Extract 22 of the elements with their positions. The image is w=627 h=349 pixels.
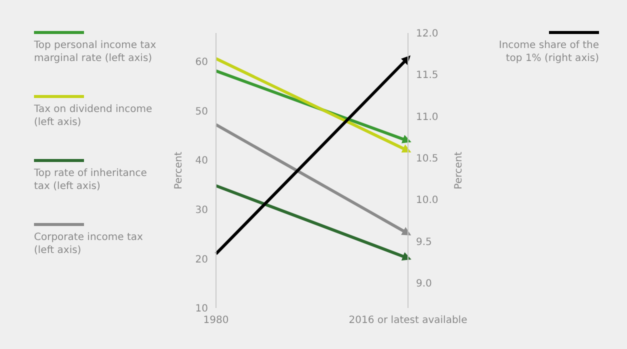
legend-label: Corporate income tax (left axis) (34, 231, 144, 257)
legend-label: Top rate of inheritance tax (left axis) (34, 167, 148, 193)
y2-tick-label: 9.5 (416, 236, 432, 248)
y-tick-label: 50 (195, 106, 208, 118)
y2-tick-label: 11.5 (416, 70, 438, 82)
y-tick-label: 40 (195, 156, 208, 167)
y-tick-label: 10 (195, 304, 208, 315)
y-tick-label: 60 (195, 57, 208, 68)
x-tick-label: 2016 or latest available (348, 315, 468, 326)
y2-tick-label: 11.0 (416, 112, 438, 123)
y2-axis-title: Percent (454, 152, 465, 190)
y2-tick-label: 10.0 (416, 195, 438, 206)
y-axis-title: Percent (174, 152, 185, 190)
y2-tick-label: 10.5 (416, 154, 438, 165)
legend-label: Top personal income tax marginal rate (left axis) (34, 39, 158, 65)
y-tick-label: 30 (195, 204, 208, 216)
legend-label: Tax on dividend income (left axis) (34, 103, 154, 129)
y-tick-label: 20 (195, 254, 208, 266)
y2-tick-label: 12.0 (416, 28, 438, 40)
x-tick-label: 1980 (203, 315, 229, 326)
legend-label: Income share of the top 1% (right axis) (498, 39, 599, 65)
y2-tick-label: 9.0 (416, 278, 432, 290)
